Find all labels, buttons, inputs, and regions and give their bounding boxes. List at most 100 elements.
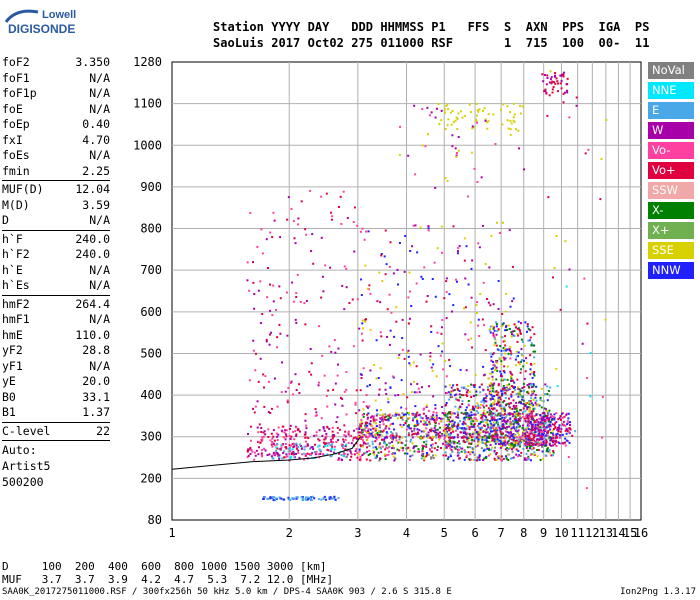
echo-point — [323, 438, 326, 441]
echo-point — [394, 413, 397, 416]
echo-point — [554, 72, 557, 75]
echo-point — [347, 441, 350, 444]
echo-point — [292, 219, 295, 222]
echo-point — [527, 422, 530, 425]
echo-point — [332, 451, 335, 454]
echo-point — [483, 457, 486, 460]
echo-point — [295, 442, 298, 445]
echo-point — [305, 233, 308, 236]
echo-point — [551, 88, 554, 91]
echo-point — [504, 339, 507, 342]
echo-point — [539, 423, 542, 426]
echo-point — [508, 406, 511, 409]
echo-point — [541, 431, 544, 434]
echo-point — [529, 432, 532, 435]
echo-point — [522, 415, 525, 418]
echo-point — [516, 439, 519, 442]
echo-point — [454, 447, 457, 450]
echo-point — [383, 453, 386, 456]
echo-point — [448, 436, 451, 439]
echo-point — [440, 332, 443, 335]
echo-point — [398, 435, 401, 438]
echo-point — [469, 458, 472, 461]
echo-point — [408, 411, 411, 414]
param-name: B1 — [2, 405, 16, 419]
echo-point — [470, 411, 473, 414]
echo-point — [480, 400, 483, 403]
echo-point — [396, 268, 399, 271]
echo-point — [361, 327, 364, 330]
echo-point — [492, 334, 495, 337]
echo-point — [499, 430, 502, 433]
echo-point — [385, 435, 388, 438]
echo-point — [323, 374, 326, 377]
echo-point — [560, 79, 563, 82]
echo-point — [533, 333, 536, 336]
echo-point — [489, 419, 492, 422]
echo-point — [311, 446, 314, 449]
echo-point — [484, 449, 487, 452]
echo-point — [548, 451, 551, 454]
echo-point — [496, 369, 499, 372]
echo-point — [502, 322, 505, 325]
echo-point — [544, 420, 547, 423]
echo-point — [445, 317, 448, 320]
echo-point — [500, 407, 503, 410]
echo-point — [360, 294, 363, 297]
echo-point — [527, 433, 530, 436]
echo-point — [499, 344, 502, 347]
echo-point — [513, 417, 516, 420]
echo-point — [307, 498, 310, 501]
legend-item: NNE — [648, 82, 694, 99]
echo-point — [342, 440, 345, 443]
echo-point — [545, 441, 548, 444]
echo-point — [400, 379, 403, 382]
echo-point — [435, 416, 438, 419]
echo-point — [412, 447, 415, 450]
echo-point — [422, 455, 425, 458]
echo-point — [454, 398, 457, 401]
echo-point — [467, 399, 470, 402]
echo-point — [365, 431, 368, 434]
echo-point — [254, 405, 257, 408]
echo-point — [541, 434, 544, 437]
echo-point — [514, 433, 517, 436]
echo-point — [406, 351, 409, 354]
echo-point — [438, 436, 441, 439]
echo-point — [527, 434, 530, 437]
echo-point — [517, 351, 520, 354]
echo-point — [550, 438, 553, 441]
echo-point — [331, 445, 334, 448]
echo-point — [471, 127, 474, 130]
echo-point — [483, 438, 486, 441]
echo-point — [548, 409, 551, 412]
echo-point — [500, 444, 503, 447]
echo-point — [534, 424, 537, 427]
echo-point — [493, 344, 496, 347]
echo-point — [548, 418, 551, 421]
echo-point — [554, 440, 557, 443]
echo-point — [377, 451, 380, 454]
echo-point — [542, 80, 545, 83]
echo-point — [516, 378, 519, 381]
echo-point — [285, 433, 288, 436]
echo-point — [486, 431, 489, 434]
echo-point — [541, 443, 544, 446]
echo-point — [558, 427, 561, 430]
echo-point — [530, 404, 533, 407]
echo-point — [456, 411, 459, 414]
echo-point — [260, 452, 263, 455]
echo-point — [460, 411, 463, 414]
echo-point — [362, 412, 365, 415]
echo-point — [508, 327, 511, 330]
echo-point — [466, 424, 469, 427]
echo-point — [297, 451, 300, 454]
echo-point — [253, 411, 256, 414]
param-value: 3.59 — [82, 197, 110, 212]
echo-point — [489, 384, 492, 387]
echo-point — [546, 74, 549, 77]
echo-point — [459, 420, 462, 423]
echo-point — [500, 353, 503, 356]
echo-point — [364, 451, 367, 454]
echo-point — [504, 416, 507, 419]
